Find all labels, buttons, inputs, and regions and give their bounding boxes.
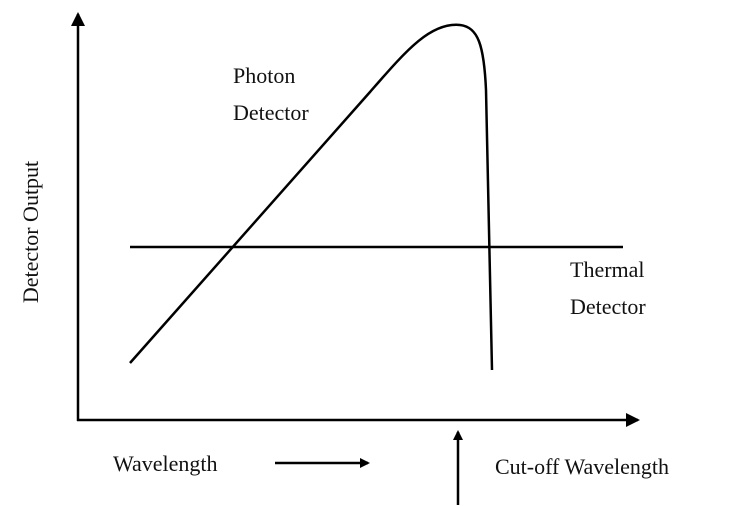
- photon-detector-curve: [129, 23, 494, 371]
- thermal-label-line: Detector: [570, 294, 646, 319]
- thermal-label-line: Thermal: [570, 257, 645, 282]
- x-axis-label: Wavelength: [113, 451, 218, 476]
- photon-label-line: Detector: [233, 100, 309, 125]
- photon-label-line: Photon: [233, 63, 295, 88]
- cutoff-label: Cut-off Wavelength: [495, 454, 669, 479]
- y-axis-label: Detector Output: [18, 161, 43, 303]
